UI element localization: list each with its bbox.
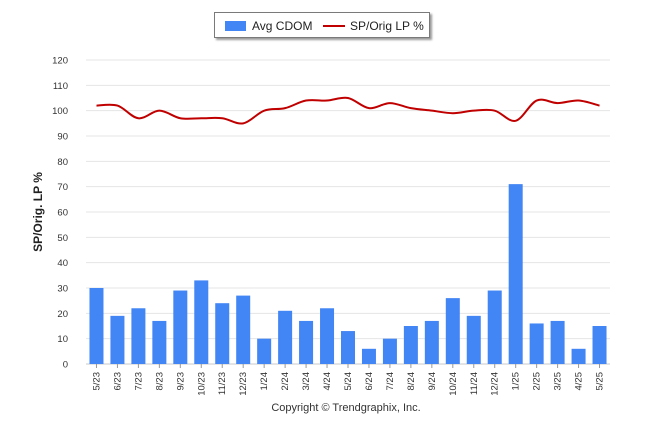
x-tick-label: 8/24 (406, 372, 417, 391)
x-tick-label: 1/24 (259, 372, 270, 391)
x-tick-label: 7/23 (133, 372, 144, 391)
y-tick-label: 60 (57, 208, 68, 219)
x-tick-label: 8/23 (154, 372, 165, 391)
y-axis-ticks: 0 10 20 30 40 50 60 70 80 90 100 110 120 (52, 56, 68, 371)
x-tick-label: 9/24 (427, 372, 438, 391)
legend-line-label: SP/Orig LP % (350, 19, 424, 33)
bar (194, 280, 209, 364)
bar (173, 290, 188, 364)
x-tick-label: 2/24 (280, 372, 291, 391)
legend: Avg CDOM SP/Orig LP % (214, 12, 430, 38)
y-tick-label: 40 (57, 258, 68, 269)
bar (299, 320, 314, 364)
bar (424, 320, 439, 364)
y-tick-label: 100 (52, 106, 68, 117)
x-tick-label: 10/24 (448, 372, 459, 396)
bar (592, 326, 607, 364)
x-tick-label: 11/24 (469, 372, 480, 395)
y-tick-label: 80 (57, 157, 68, 168)
bar (508, 184, 523, 364)
x-tick-label: 5/25 (595, 372, 606, 391)
y-tick-label: 30 (57, 284, 68, 295)
x-tick-label: 4/25 (574, 372, 585, 391)
legend-bar-label: Avg CDOM (252, 19, 313, 33)
x-tick-label: 9/23 (175, 372, 186, 391)
bar (550, 320, 565, 364)
x-tick-label: 12/24 (490, 372, 501, 396)
x-tick-label: 6/23 (112, 372, 123, 391)
bar (89, 288, 104, 364)
x-tick-label: 3/25 (553, 372, 564, 391)
x-tick-label: 2/25 (532, 372, 543, 391)
copyright-text: Copyright © Trendgraphix, Inc. (271, 402, 421, 414)
x-tick-label: 5/24 (343, 372, 354, 391)
legend-line-swatch (323, 25, 345, 27)
x-tick-label: 3/24 (301, 372, 312, 391)
x-tick-label: 7/24 (385, 372, 396, 391)
line-series (96, 96, 600, 125)
x-tick-label: 1/25 (511, 372, 522, 391)
bar (487, 290, 502, 364)
bar (403, 326, 418, 364)
y-tick-label: 120 (52, 56, 68, 67)
bar (361, 348, 376, 364)
y-tick-label: 110 (53, 81, 68, 92)
bar (341, 331, 355, 364)
bar (278, 310, 293, 364)
bar (110, 315, 125, 364)
bar (152, 320, 167, 364)
x-tick-label: 10/23 (196, 372, 207, 396)
bar (320, 308, 335, 364)
bar (215, 303, 230, 364)
y-tick-label: 70 (57, 182, 68, 193)
bar (529, 323, 544, 364)
y-tick-label: 10 (57, 334, 68, 345)
bar (257, 338, 272, 364)
bar-series (89, 184, 607, 364)
x-tick-label: 5/23 (91, 372, 102, 391)
bar (382, 338, 397, 364)
x-tick-label: 4/24 (322, 372, 333, 391)
bar (466, 315, 481, 364)
y-axis-label: SP/Orig. LP % (31, 172, 45, 252)
bar (131, 308, 146, 364)
legend-bar-swatch (225, 21, 246, 31)
y-tick-label: 50 (57, 233, 68, 244)
y-tick-label: 20 (57, 309, 68, 320)
bar (571, 348, 586, 364)
bar (445, 298, 460, 364)
x-tick-label: 11/23 (217, 372, 228, 395)
x-tick-label: 12/23 (238, 372, 249, 396)
bar (236, 295, 251, 364)
y-tick-label: 0 (63, 360, 68, 371)
x-axis-ticks: 5/23 6/23 7/23 8/23 9/23 10/23 11/23 12/23 1/24 2… (91, 364, 606, 396)
x-tick-label: 6/24 (364, 372, 375, 391)
y-tick-label: 90 (57, 132, 68, 143)
